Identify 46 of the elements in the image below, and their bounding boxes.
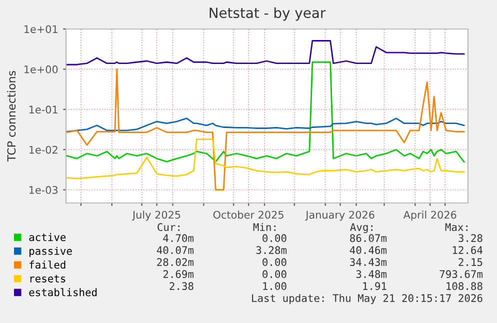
text: 1.00: [263, 282, 286, 290]
legend-label: passive: [30, 246, 72, 257]
text: 3.48m: [356, 270, 387, 278]
text: 108.88: [446, 282, 482, 290]
text: 3.28: [458, 234, 482, 242]
line-series: [66, 68, 465, 191]
text: 3.28m: [256, 246, 287, 254]
line-series: [66, 138, 465, 180]
y-tick-label: 1e+00: [24, 65, 58, 74]
y-tick-label: 1e-03: [29, 186, 58, 194]
text: 28.02m: [157, 258, 194, 266]
line-series: [66, 118, 465, 132]
x-tick-label: April 2026: [403, 210, 456, 221]
y-axis-title: TCP connections: [7, 70, 16, 162]
text: 1.91: [363, 282, 386, 290]
y-tick-label: 1e-01: [29, 106, 58, 114]
text: Max:: [445, 223, 468, 232]
text: 793.67m: [440, 270, 483, 278]
text: Avg:: [350, 223, 372, 234]
text: 2.15: [458, 258, 482, 266]
text: 0.00: [262, 258, 286, 266]
legend-label: resets: [30, 275, 66, 282]
y-tick-label: 1e-02: [29, 146, 58, 154]
text: 2.69m: [163, 270, 194, 278]
text: 12.64: [452, 246, 483, 254]
legend-label: active: [29, 233, 66, 242]
x-tick-label: July 2025: [132, 210, 180, 221]
text: 2.38: [170, 282, 194, 290]
text: 40.46m: [350, 246, 387, 254]
text: 4.70m: [163, 234, 194, 242]
legend-label: failed: [30, 260, 66, 269]
line-series: [66, 40, 465, 66]
x-tick-label: January 2026: [305, 210, 374, 221]
text: Last update: Thu May 21 20:15:17 2026: [252, 294, 482, 304]
text: 86.07m: [350, 234, 387, 242]
text: 0.00: [262, 270, 286, 278]
line-series: [66, 61, 465, 162]
chart-title: Netstat - by year: [210, 7, 326, 21]
text: 0.00: [262, 234, 286, 242]
x-tick-label: October 2025: [213, 210, 284, 219]
text: Cur:: [158, 223, 180, 232]
text: 34.43m: [350, 258, 387, 266]
text: Min:: [253, 222, 276, 231]
y-tick-label: 1e+01: [24, 25, 58, 34]
legend-label: established: [29, 288, 97, 296]
text: 40.07m: [156, 246, 194, 254]
